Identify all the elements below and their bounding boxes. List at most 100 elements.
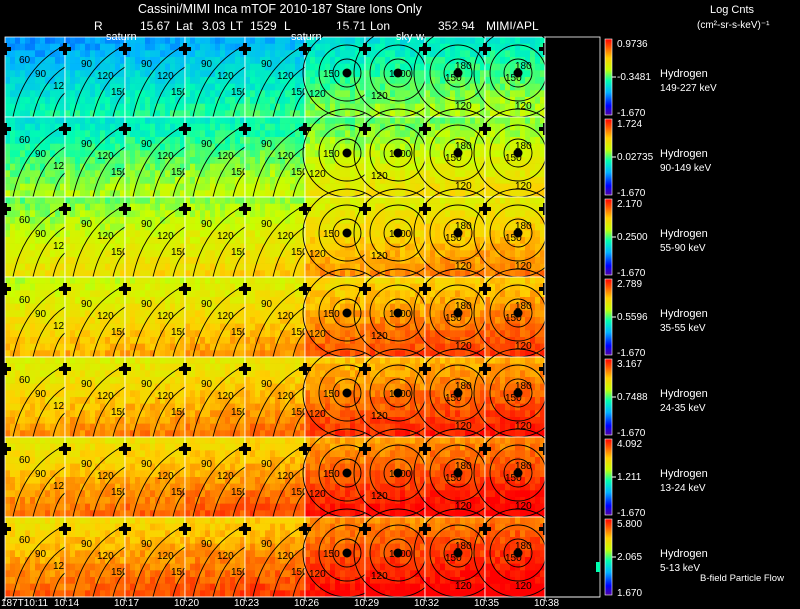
flux-pixel [180,210,186,218]
flux-pixel [230,137,236,144]
flux-pixel [165,230,171,238]
flux-pixel [415,90,421,98]
flux-pixel [40,117,46,124]
flux-pixel [160,43,166,51]
flux-pixel [430,210,436,218]
flux-pixel [295,90,301,98]
flux-pixel [335,183,341,191]
flux-pixel [355,83,361,91]
flux-pixel [400,150,406,158]
flux-pixel [220,183,226,191]
flux-pixel [30,243,36,251]
flux-pixel [95,137,101,144]
flux-pixel [480,197,486,204]
flux-pixel [80,190,86,198]
flux-pixel [185,143,191,151]
flux-pixel [300,237,306,244]
flux-pixel [170,303,176,311]
flux-pixel [55,70,61,78]
flux-pixel [255,110,261,118]
flux-pixel [175,277,181,284]
flux-pixel [255,123,261,131]
flux-pixel [325,117,331,124]
flux-pixel [435,137,441,144]
flux-pixel [15,223,21,231]
flux-pixel [100,290,106,298]
flux-pixel [480,257,486,264]
flux-pixel [530,137,536,144]
flux-pixel [100,277,106,284]
flux-pixel [425,270,431,278]
flux-pixel [300,217,306,224]
flux-pixel [260,257,266,264]
flux-pixel [250,310,256,318]
flux-pixel [290,130,296,138]
flux-pixel [375,223,381,231]
flux-pixel [515,183,521,191]
flux-pixel [155,150,161,158]
flux-pixel [25,237,31,244]
flux-pixel [120,243,126,251]
flux-pixel [205,290,211,298]
flux-pixel [370,210,376,218]
flux-pixel [45,303,51,311]
flux-pixel [175,190,181,198]
flux-pixel [80,317,86,324]
flux-pixel [40,323,46,331]
flux-pixel [215,50,221,58]
flux-pixel [180,350,186,358]
flux-pixel [325,177,331,184]
flux-pixel [40,183,46,191]
flux-pixel [170,290,176,298]
flux-pixel [55,270,61,278]
flux-pixel [505,250,511,258]
flux-pixel [235,77,241,84]
flux-pixel [30,97,36,104]
flux-pixel [325,37,331,44]
flux-pixel [195,163,201,171]
flux-pixel [395,77,401,84]
flux-pixel [250,97,256,104]
flux-pixel [335,137,341,144]
flux-pixel [260,57,266,64]
flux-pixel [260,50,266,58]
flux-pixel [210,190,216,198]
flux-pixel [230,77,236,84]
flux-pixel [280,77,286,84]
flux-pixel [195,37,201,44]
flux-pixel [315,223,321,231]
flux-pixel [50,210,56,218]
flux-pixel [145,210,151,218]
flux-pixel [325,130,331,138]
flux-pixel [475,230,481,238]
flux-pixel [440,183,446,191]
flux-pixel [130,303,136,311]
flux-pixel [120,57,126,64]
flux-pixel [330,197,336,204]
flux-pixel [195,50,201,58]
flux-pixel [125,270,131,278]
flux-pixel [65,170,71,178]
flux-pixel [530,157,536,164]
contour-line [72,284,126,358]
flux-pixel [75,310,81,318]
flux-pixel [150,117,156,124]
flux-pixel [520,110,526,118]
flux-pixel [340,117,346,124]
flux-pixel [355,230,361,238]
flux-pixel [55,130,61,138]
flux-pixel [225,203,231,211]
flux-pixel [290,243,296,251]
flux-pixel [260,210,266,218]
flux-pixel [285,343,291,351]
flux-pixel [205,103,211,111]
flux-pixel [405,157,411,164]
contour-label: 90 [201,219,213,230]
flux-pixel [255,343,261,351]
flux-pixel [485,270,491,278]
flux-pixel [255,117,261,124]
flux-pixel [20,97,26,104]
flux-pixel [285,157,291,164]
flux-pixel [295,157,301,164]
